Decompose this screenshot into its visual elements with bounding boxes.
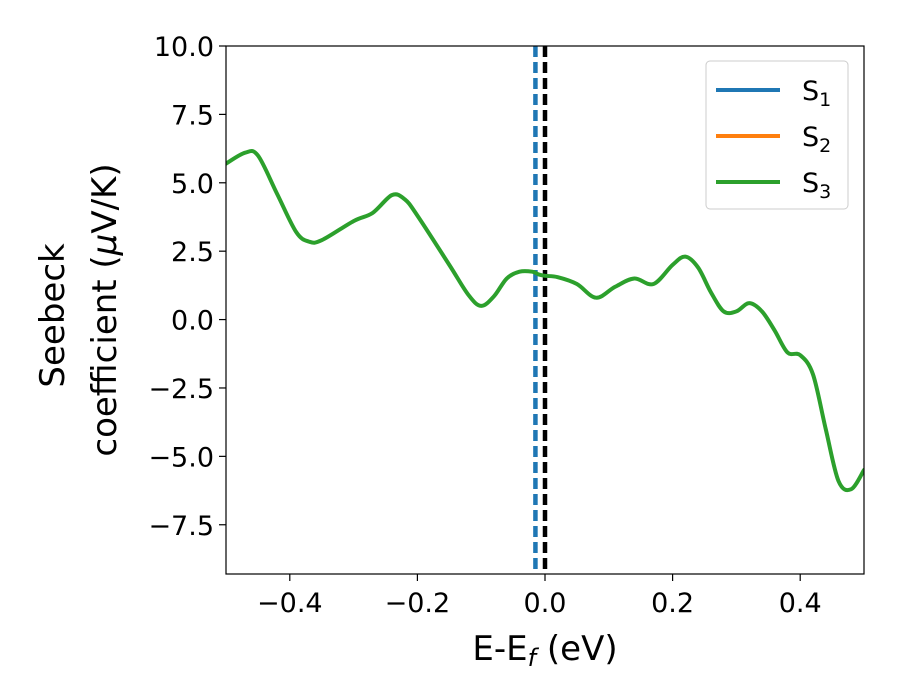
y-tick-label: −5.0	[148, 442, 214, 473]
series-lines	[226, 148, 864, 493]
legend-label-base: S	[802, 122, 819, 153]
x-axis-label-main: E-E	[472, 629, 527, 669]
x-axis-label-unit: (eV)	[536, 629, 618, 669]
y-axis-label-line2: coefficient (μV/K)	[85, 163, 125, 456]
x-tick-label: −0.2	[385, 588, 451, 619]
legend-label-sub: 1	[819, 89, 831, 111]
legend-label-sub: 3	[819, 181, 831, 203]
y-tick-label: 5.0	[171, 169, 214, 200]
legend-label-base: S	[802, 76, 819, 107]
y-tick-label: 10.0	[154, 32, 214, 63]
y-tick-label: 7.5	[171, 100, 214, 131]
y-tick-label: −7.5	[148, 511, 214, 542]
y-axis-label-greek: μ	[85, 234, 125, 257]
vertical-lines	[532, 46, 548, 574]
y-axis-label: Seebeck coefficient (μV/K)	[33, 163, 125, 456]
y-axis-label-line2-post: V/K)	[85, 163, 125, 233]
y-tick-label: 0.0	[171, 306, 214, 337]
x-axis-label: E-Ef (eV)	[472, 629, 617, 672]
legend-label-sub: 2	[819, 135, 831, 157]
x-axis-ticks: −0.4 −0.2 0.0 0.2 0.4	[257, 574, 822, 619]
y-axis-label-line1: Seebeck	[33, 243, 73, 388]
legend-label: S3	[802, 168, 831, 203]
legend-label-base: S	[802, 168, 819, 199]
y-axis-label-line2-pre: coefficient (	[85, 255, 125, 456]
x-tick-label: 0.0	[524, 588, 567, 619]
series-line-1	[226, 148, 864, 493]
y-tick-label: 2.5	[171, 237, 214, 268]
x-tick-label: −0.4	[257, 588, 323, 619]
legend-label: S2	[802, 122, 831, 157]
y-axis-ticks: −7.5 −5.0 −2.5 0.0 2.5 5.0 7.5 10.0	[148, 32, 226, 542]
y-tick-label: −2.5	[148, 374, 214, 405]
legend-label: S1	[802, 76, 831, 111]
x-tick-label: 0.2	[651, 588, 694, 619]
x-tick-label: 0.4	[779, 588, 822, 619]
